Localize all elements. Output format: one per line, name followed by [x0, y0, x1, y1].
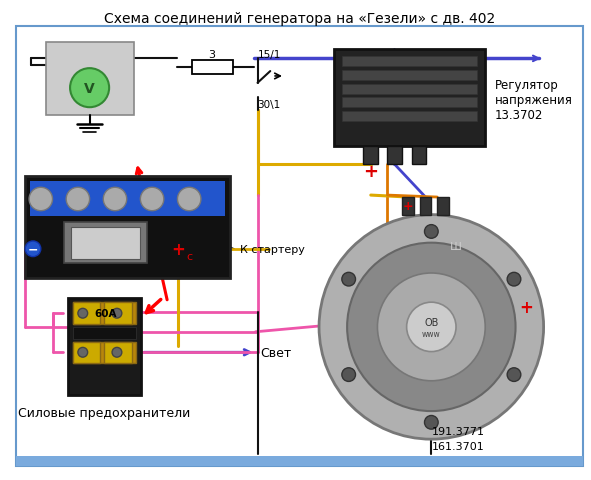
- Text: 161.3701: 161.3701: [431, 441, 484, 451]
- Text: 191.3771: 191.3771: [431, 426, 485, 436]
- Circle shape: [78, 309, 87, 318]
- Bar: [73, 327, 137, 339]
- Text: К стартеру: К стартеру: [240, 244, 305, 254]
- Circle shape: [342, 273, 356, 287]
- Bar: [46, 43, 134, 116]
- Bar: [387, 147, 402, 165]
- Bar: [437, 198, 449, 215]
- Text: +: +: [402, 200, 413, 213]
- Text: Схема соединений генератора на «Гезели» с дв. 402: Схема соединений генератора на «Гезели» …: [104, 12, 495, 26]
- Bar: [71, 228, 141, 259]
- Text: Свет: Свет: [261, 346, 292, 359]
- Circle shape: [407, 302, 456, 352]
- Circle shape: [112, 348, 122, 358]
- Circle shape: [112, 309, 122, 318]
- Bar: [192, 61, 233, 75]
- Circle shape: [507, 368, 521, 382]
- Bar: [342, 98, 477, 108]
- Circle shape: [507, 273, 521, 287]
- Circle shape: [319, 215, 544, 439]
- Text: ОВ: ОВ: [424, 317, 439, 327]
- Text: 30\1: 30\1: [258, 100, 281, 110]
- Bar: [73, 303, 137, 324]
- Bar: [420, 198, 431, 215]
- Circle shape: [177, 188, 201, 211]
- Bar: [30, 182, 225, 216]
- Bar: [342, 57, 477, 67]
- Text: −: −: [28, 243, 38, 256]
- Circle shape: [141, 188, 164, 211]
- Bar: [73, 342, 137, 363]
- Circle shape: [29, 188, 53, 211]
- Text: Регулятор
напряжения
13.3702: Регулятор напряжения 13.3702: [495, 79, 573, 121]
- Circle shape: [66, 188, 90, 211]
- Circle shape: [103, 188, 126, 211]
- Circle shape: [78, 348, 87, 358]
- Text: Силовые предохранители: Силовые предохранители: [18, 407, 190, 420]
- Circle shape: [70, 69, 109, 108]
- Text: +: +: [171, 240, 186, 258]
- Bar: [342, 84, 477, 95]
- Bar: [64, 223, 147, 264]
- Circle shape: [25, 241, 41, 257]
- Circle shape: [424, 225, 438, 239]
- Bar: [104, 303, 132, 324]
- Bar: [342, 71, 477, 81]
- Text: V: V: [85, 82, 95, 96]
- Text: Ш: Ш: [388, 152, 400, 162]
- Text: Ш: Ш: [450, 241, 462, 252]
- Circle shape: [378, 274, 485, 381]
- Bar: [73, 303, 100, 324]
- Text: 15/1: 15/1: [258, 49, 281, 60]
- Bar: [402, 198, 414, 215]
- Text: 60А: 60А: [94, 309, 116, 319]
- Bar: [412, 147, 427, 165]
- Bar: [73, 342, 100, 363]
- Bar: [363, 147, 378, 165]
- Bar: [342, 112, 477, 121]
- Bar: [68, 298, 141, 396]
- Bar: [25, 176, 230, 278]
- Bar: [104, 342, 132, 363]
- Circle shape: [347, 243, 515, 411]
- Text: +: +: [519, 299, 533, 317]
- Bar: [334, 49, 485, 147]
- Text: 3: 3: [208, 49, 215, 60]
- Bar: [17, 456, 583, 466]
- Circle shape: [342, 368, 356, 382]
- Circle shape: [424, 416, 438, 429]
- Text: c: c: [186, 251, 192, 261]
- Text: www: www: [422, 330, 441, 338]
- Text: +: +: [363, 162, 378, 180]
